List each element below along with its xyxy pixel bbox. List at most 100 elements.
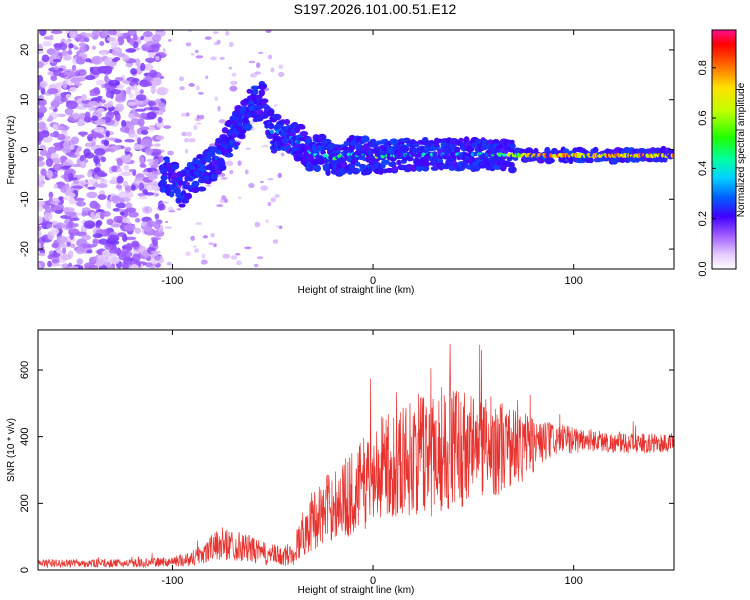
spectrogram-y-tick-label: 0: [19, 146, 31, 152]
spectrogram-noise-blob: [108, 248, 121, 254]
spectrogram-noise-blob: [38, 121, 46, 130]
spectrogram-band-blob: [168, 190, 175, 198]
spectrogram-noise-blob: [195, 122, 202, 125]
spectrogram-ridge-point: [322, 153, 328, 158]
spectrogram-noise-blob: [47, 146, 57, 155]
spectrogram-noise-blob: [62, 246, 67, 254]
spectrogram-noise-blob: [134, 180, 147, 185]
spectrogram-noise-blob: [71, 185, 84, 189]
spectrogram-noise-blob: [93, 126, 105, 133]
spectrogram-noise-blob: [69, 31, 77, 39]
spectrogram-noise-blob: [128, 168, 134, 173]
spectrogram-band-blob: [363, 169, 372, 176]
spectrogram-noise-blob: [81, 234, 92, 241]
spectrogram-noise-blob: [96, 219, 103, 227]
spectrogram-noise-blob: [254, 221, 261, 228]
spectrogram-noise-blob: [63, 196, 69, 201]
spectrogram-noise-blob: [148, 69, 158, 78]
spectrogram-noise-blob: [97, 194, 107, 201]
spectrogram-noise-blob: [168, 210, 176, 213]
spectrogram-noise-blob: [38, 174, 45, 182]
spectrogram-noise-blob: [87, 170, 93, 178]
spectrogram-y-tick-label: 20: [19, 44, 31, 56]
spectrogram-noise-blob: [132, 33, 138, 41]
spectrogram-band-blob: [371, 157, 381, 162]
spectrogram-noise-blob: [47, 88, 59, 95]
spectrogram-band-blob: [454, 146, 461, 152]
spectrogram-noise-blob: [67, 49, 73, 56]
spectrogram-ridge-point: [269, 129, 275, 134]
spectrogram-noise-blob: [63, 140, 71, 150]
spectrogram-noise-blob: [49, 132, 56, 138]
snr-axes: -100 0 100 0 200 400 600: [19, 330, 674, 587]
spectrogram-noise-blob: [84, 37, 90, 43]
spectrogram-noise-blob: [57, 67, 64, 72]
spectrogram-noise-blob: [50, 30, 63, 35]
spectrogram-noise-blob: [253, 263, 259, 268]
spectrogram-noise-blob: [88, 100, 99, 107]
spectrogram-noise-blob: [155, 30, 164, 33]
spectrogram-noise-blob: [48, 191, 54, 199]
spectrogram-noise-blob: [194, 49, 199, 54]
spectrogram-noise-blob: [97, 133, 105, 139]
spectrogram-noise-blob: [72, 180, 80, 185]
spectrogram-noise-blob: [139, 163, 146, 168]
spectrogram-noise-blob: [93, 167, 101, 173]
spectrogram-noise-blob: [69, 232, 74, 240]
colorbar: 0.0 0.2 0.4 0.6 0.8 Normalized spectral ampl…: [697, 29, 747, 277]
spectrogram-noise-blob: [38, 61, 45, 69]
spectrogram-noise-blob: [180, 112, 187, 118]
spectrogram-noise-blob: [201, 253, 206, 259]
spectrogram-noise-blob: [130, 264, 139, 269]
spectrogram-noise-blob: [38, 215, 43, 225]
spectrogram-noise-blob: [38, 252, 46, 257]
spectrogram-noise-blob: [205, 184, 212, 187]
spectrogram-noise-blob: [270, 197, 276, 203]
spectrogram-noise-blob: [228, 66, 233, 70]
spectrogram-noise-blob: [145, 147, 153, 156]
spectrogram-noise-blob: [188, 137, 196, 143]
spectrogram-band-blob: [184, 192, 193, 200]
spectrogram-noise-blob: [133, 84, 138, 92]
spectrogram-band-blob: [232, 141, 241, 146]
spectrogram-noise-blob: [53, 204, 65, 211]
spectrogram-noise-blob: [235, 252, 241, 256]
spectrogram-noise-blob: [146, 158, 155, 163]
spectrogram-noise-blob: [65, 100, 78, 110]
spectrogram-band-blob: [267, 123, 275, 129]
snr-panel: -100 0 100 0 200 400 600 Height of straight li…: [6, 329, 675, 596]
spectrogram-band-blob: [237, 133, 246, 138]
spectrogram-noise-blob: [60, 243, 68, 249]
spectrogram-noise-blob: [88, 178, 99, 183]
spectrogram-noise-blob: [107, 137, 118, 141]
spectrogram-noise-blob: [47, 260, 52, 268]
spectrogram-noise-blob: [228, 41, 234, 48]
spectrogram-noise-blob: [116, 158, 123, 167]
spectrogram-noise-blob: [156, 121, 165, 128]
spectrogram-noise-blob: [214, 96, 219, 102]
spectrogram-noise-blob: [122, 80, 131, 85]
spectrogram-band-blob: [388, 161, 397, 168]
spectrogram-noise-blob: [126, 86, 132, 95]
spectrogram-noise-blob: [68, 177, 78, 181]
spectrogram-noise-blob: [105, 130, 111, 138]
spectrogram-noise-blob: [109, 253, 118, 258]
spectrogram-noise-blob: [38, 180, 44, 188]
spectrogram-noise-blob: [101, 249, 111, 258]
spectrogram-band-blob: [396, 159, 402, 166]
spectrogram-band-blob: [284, 118, 291, 126]
spectrogram-noise-blob: [60, 165, 70, 170]
spectrogram-noise-blob: [81, 94, 88, 101]
spectrogram-noise-blob: [155, 55, 160, 61]
spectrogram-band-blob: [407, 156, 414, 162]
spectrogram-noise-blob: [230, 80, 238, 85]
spectrogram-band-blob: [191, 180, 200, 188]
spectrogram-noise-blob: [190, 235, 195, 241]
spectrogram-noise-blob: [155, 135, 165, 141]
spectrogram-noise-blob: [38, 105, 47, 114]
spectrogram-y-tick-label: 10: [19, 94, 31, 106]
spectrogram-noise-blob: [99, 41, 105, 46]
spectrogram-noise-blob: [39, 80, 48, 88]
spectrogram-noise-blob: [142, 31, 153, 38]
spectrogram-noise-blob: [139, 89, 144, 95]
